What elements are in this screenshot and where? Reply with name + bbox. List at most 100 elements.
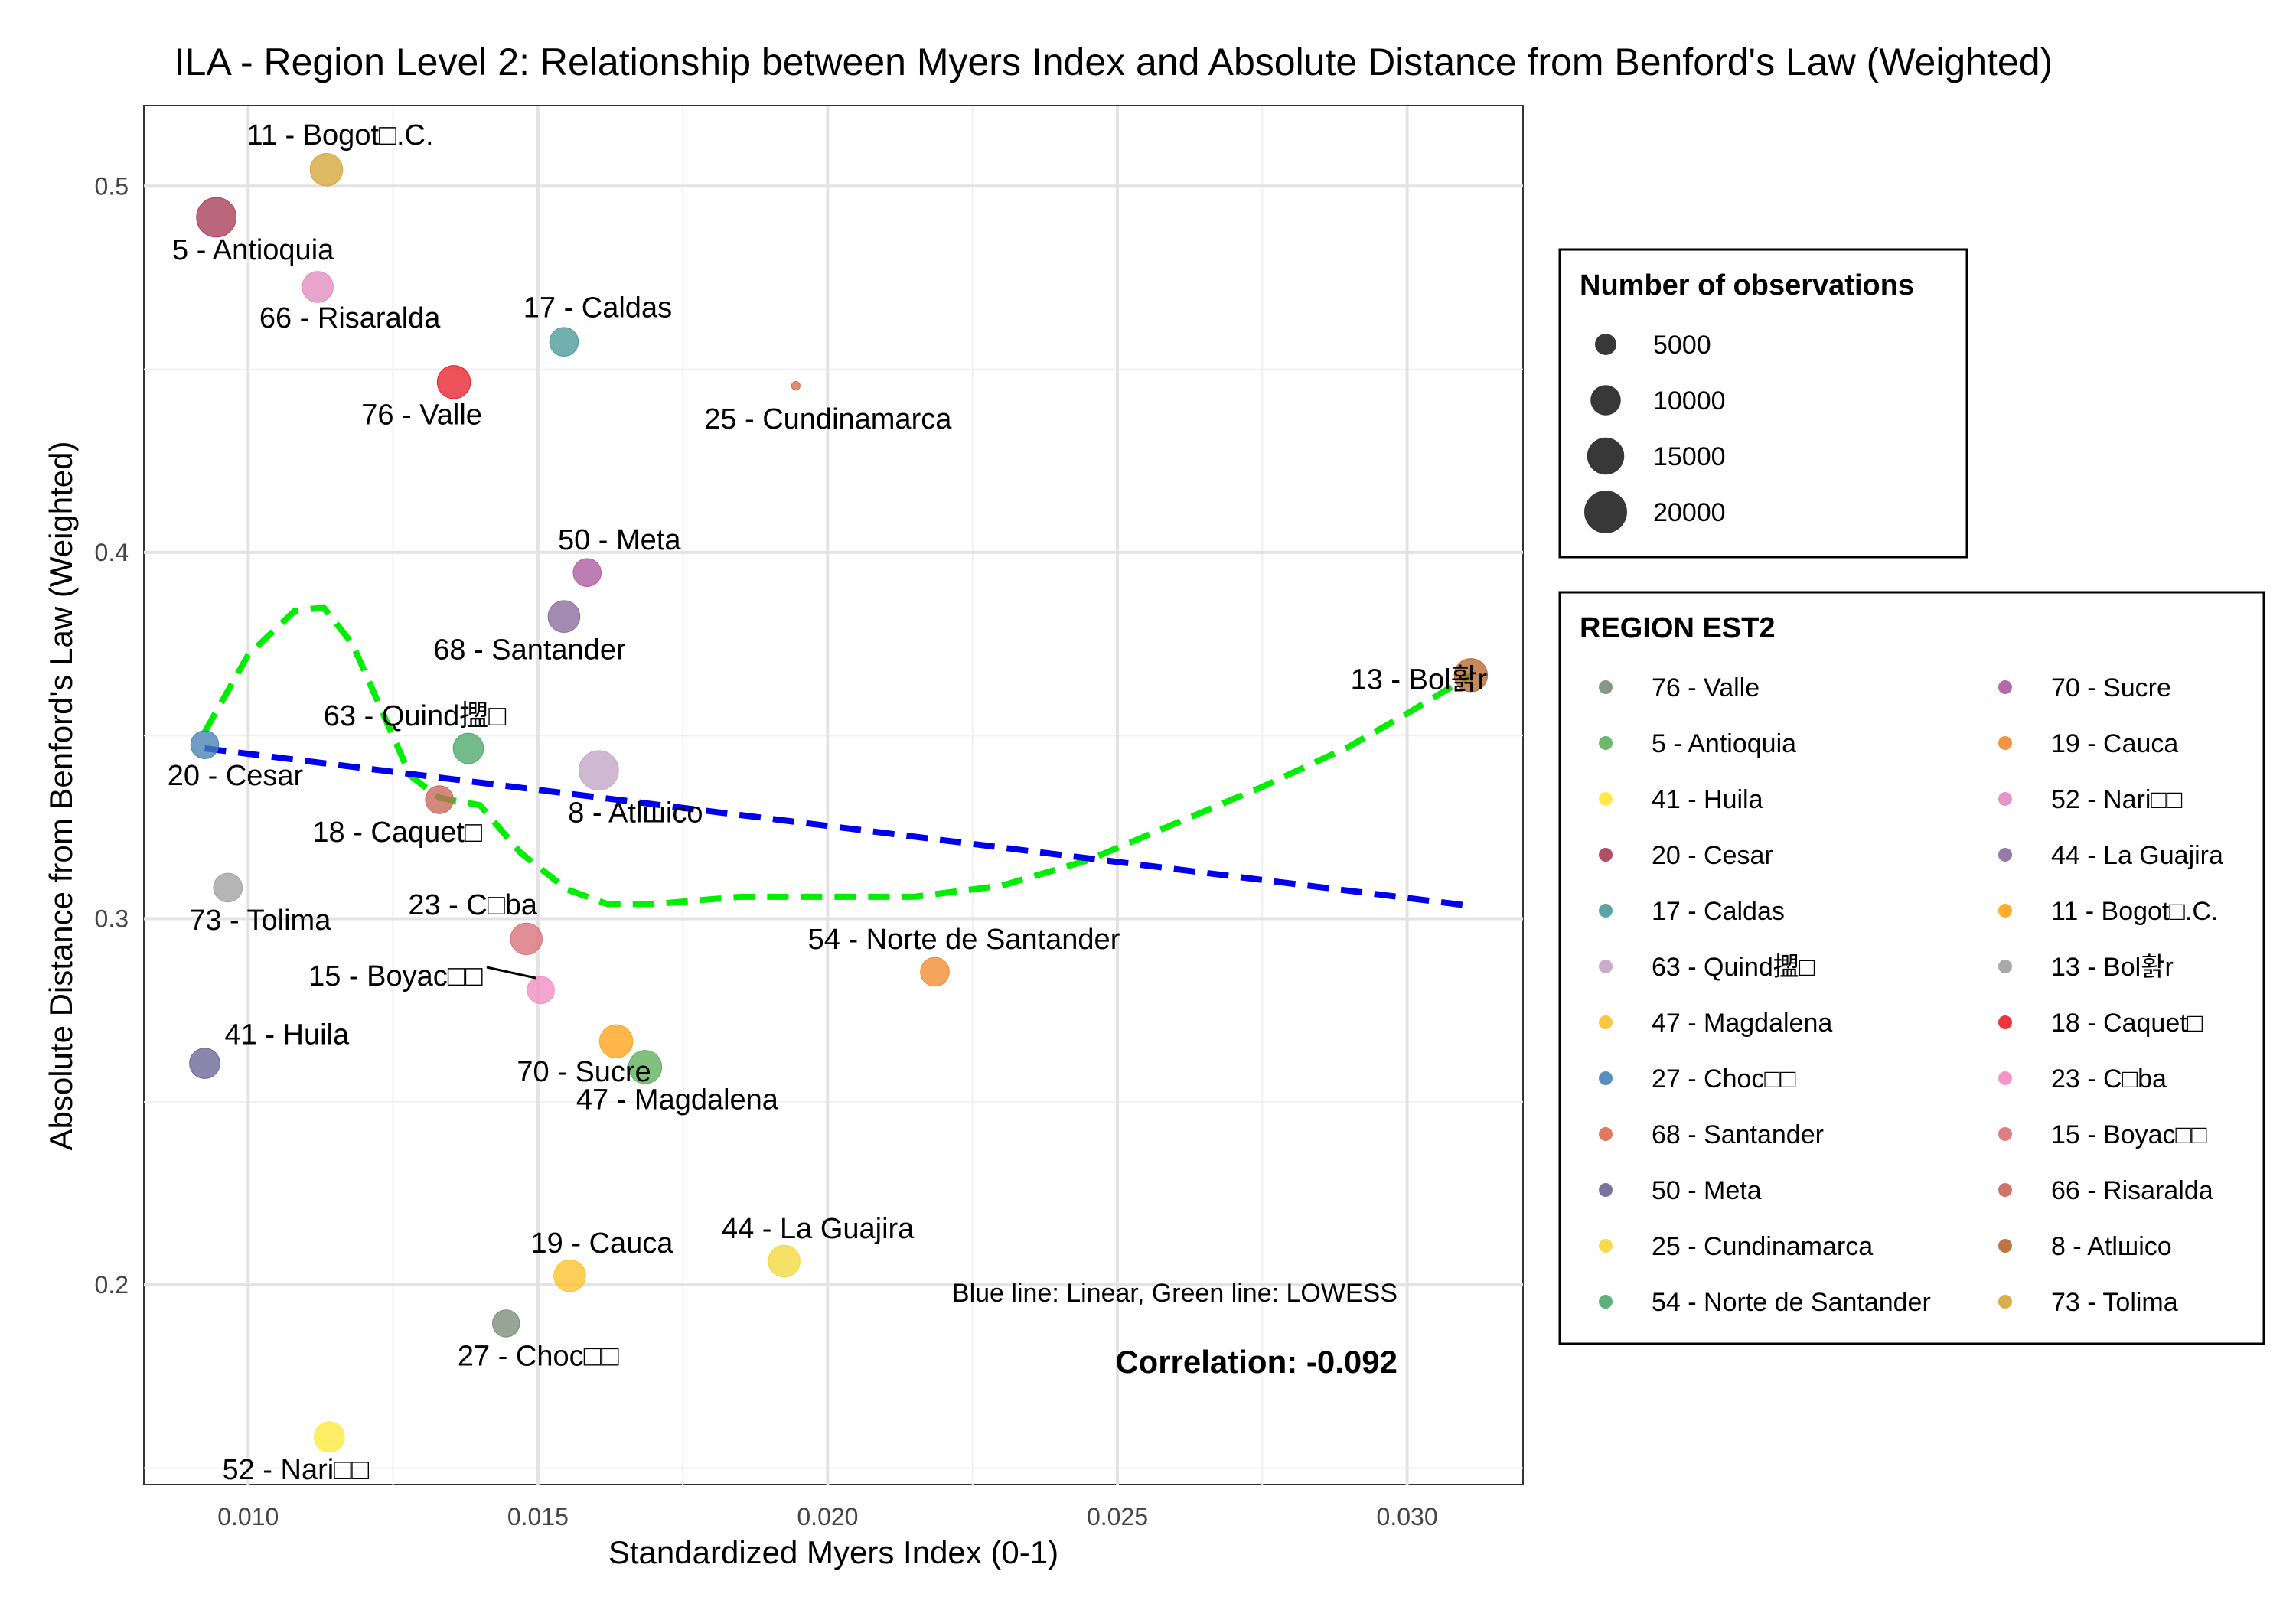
- data-point: [313, 1421, 345, 1453]
- data-point: [527, 976, 555, 1005]
- y-axis-ticks: 0.2 0.3 0.4 0.5: [95, 172, 129, 1299]
- point-label: 17 - Caldas: [523, 292, 672, 324]
- color-legend-label: 13 - Bol홝r: [2051, 953, 2174, 982]
- color-legend-swatch: [1998, 792, 2012, 806]
- color-legend-swatch: [1998, 904, 2012, 918]
- data-point: [549, 327, 579, 357]
- color-legend-swatch: [1998, 1295, 2012, 1309]
- color-legend-label: 25 - Cundinamarca: [1652, 1232, 1873, 1261]
- data-point: [510, 922, 543, 956]
- size-legend-label: 5000: [1653, 331, 1711, 360]
- point-label: 23 - C□ba: [408, 889, 538, 921]
- point-label: 41 - Huila: [225, 1019, 350, 1051]
- point-labels: 11 - Bogot□.C. 5 - Antioquia 66 - Risarald…: [168, 119, 1488, 1486]
- color-legend-label: 47 - Magdalena: [1652, 1009, 1832, 1038]
- color-legend-swatch: [1998, 1015, 2012, 1029]
- color-legend-swatch: [1998, 736, 2012, 750]
- color-legend-label: 8 - Atlшico: [2051, 1232, 2172, 1261]
- point-label: 76 - Valle: [361, 399, 482, 431]
- color-legend-label: 41 - Huila: [1652, 785, 1763, 814]
- data-point: [436, 365, 471, 399]
- data-point: [492, 1309, 520, 1338]
- color-legend-label: 73 - Tolima: [2051, 1288, 2178, 1317]
- size-legend-title: Number of observations: [1580, 269, 1914, 302]
- point-label: 11 - Bogot□.C.: [246, 119, 433, 152]
- data-point: [425, 785, 454, 814]
- fit-lines-note: Blue line: Linear, Green line: LOWESS: [952, 1279, 1397, 1308]
- label-leader-line: [486, 966, 536, 980]
- point-label: 66 - Risaralda: [259, 302, 441, 334]
- point-label: 19 - Cauca: [531, 1227, 674, 1260]
- color-legend-label: 70 - Sucre: [2051, 673, 2171, 702]
- data-point: [920, 957, 950, 987]
- color-legend-label: 17 - Caldas: [1652, 897, 1785, 926]
- y-tick-label: 0.4: [95, 539, 129, 566]
- size-legend-symbol: [1590, 385, 1621, 416]
- data-point: [791, 381, 801, 391]
- x-tick-label: 0.025: [1087, 1503, 1148, 1530]
- minor-grid: [144, 106, 1523, 1485]
- x-tick-label: 0.010: [217, 1503, 279, 1530]
- data-point: [579, 750, 619, 791]
- y-tick-label: 0.3: [95, 905, 129, 933]
- point-label: 68 - Santander: [433, 634, 626, 667]
- color-legend-label: 76 - Valle: [1652, 673, 1760, 702]
- color-legend-swatch: [1599, 848, 1613, 862]
- y-axis-label: Absolute Distance from Benford's Law (We…: [43, 441, 79, 1150]
- x-tick-label: 0.015: [507, 1503, 569, 1530]
- data-point: [572, 558, 602, 587]
- color-legend-swatch: [1998, 1071, 2012, 1085]
- size-legend-symbol: [1584, 491, 1627, 533]
- color-legend-swatch: [1599, 736, 1613, 750]
- data-point: [302, 271, 334, 303]
- lowess-fit-line: [202, 604, 1473, 908]
- point-label: 27 - Choc□□: [458, 1340, 619, 1372]
- color-legend-label: 19 - Cauca: [2051, 729, 2178, 758]
- point-label: 18 - Caquet□: [312, 817, 482, 849]
- point-label: 20 - Cesar: [168, 760, 304, 792]
- point-label: 13 - Bol홝r: [1351, 663, 1488, 696]
- color-legend-label: 44 - La Guajira: [2051, 841, 2223, 870]
- color-legend-swatch: [1599, 1295, 1613, 1309]
- correlation-label: Correlation: -0.092: [1115, 1344, 1397, 1380]
- size-legend-label: 20000: [1653, 498, 1726, 527]
- point-label: 44 - La Guajira: [722, 1213, 915, 1245]
- color-legend-label: 66 - Risaralda: [2051, 1176, 2213, 1205]
- color-legend-swatch: [1998, 1127, 2012, 1141]
- y-tick-label: 0.2: [95, 1271, 129, 1299]
- color-legend-label: 50 - Meta: [1652, 1176, 1762, 1205]
- size-legend-label: 15000: [1653, 442, 1726, 471]
- color-legend-label: 63 - Quind擝□: [1652, 953, 1815, 982]
- point-label: 5 - Antioquia: [172, 234, 334, 266]
- data-point: [1453, 658, 1489, 693]
- color-legend-swatch: [1599, 1239, 1613, 1253]
- color-legend-label: 27 - Choc□□: [1652, 1064, 1796, 1094]
- color-legend-swatch: [1998, 1239, 2012, 1253]
- point-label: 47 - Magdalena: [576, 1084, 779, 1116]
- color-legend-label: 15 - Boyac□□: [2051, 1120, 2207, 1149]
- point-label: 25 - Cundinamarca: [704, 403, 952, 435]
- point-label: 15 - Boyac□□: [308, 960, 483, 993]
- x-axis-label: Standardized Myers Index (0-1): [608, 1534, 1058, 1570]
- color-legend-swatch: [1599, 792, 1613, 806]
- size-legend-label: 10000: [1653, 386, 1726, 416]
- color-legend-swatch: [1998, 848, 2012, 862]
- point-label: 54 - Norte de Santander: [808, 924, 1120, 956]
- data-point: [452, 732, 484, 764]
- size-legend-symbol: [1587, 437, 1625, 475]
- data-point: [189, 1048, 220, 1079]
- point-label: 70 - Sucre: [517, 1056, 651, 1088]
- color-legend-box: [1558, 591, 2265, 1345]
- x-axis-ticks: 0.010 0.015 0.020 0.025 0.030: [217, 1503, 1437, 1530]
- y-tick-label: 0.5: [95, 172, 129, 200]
- major-grid: [144, 106, 1523, 1485]
- color-legend-swatch: [1998, 960, 2012, 973]
- color-legend-swatch: [1599, 1015, 1613, 1029]
- data-point: [628, 1050, 663, 1084]
- color-legend-swatch: [1599, 1183, 1613, 1197]
- color-legend-swatch: [1599, 904, 1613, 918]
- size-legend-symbol: [1595, 334, 1616, 355]
- color-legend-label: 20 - Cesar: [1652, 841, 1773, 870]
- point-label: 50 - Meta: [558, 524, 681, 556]
